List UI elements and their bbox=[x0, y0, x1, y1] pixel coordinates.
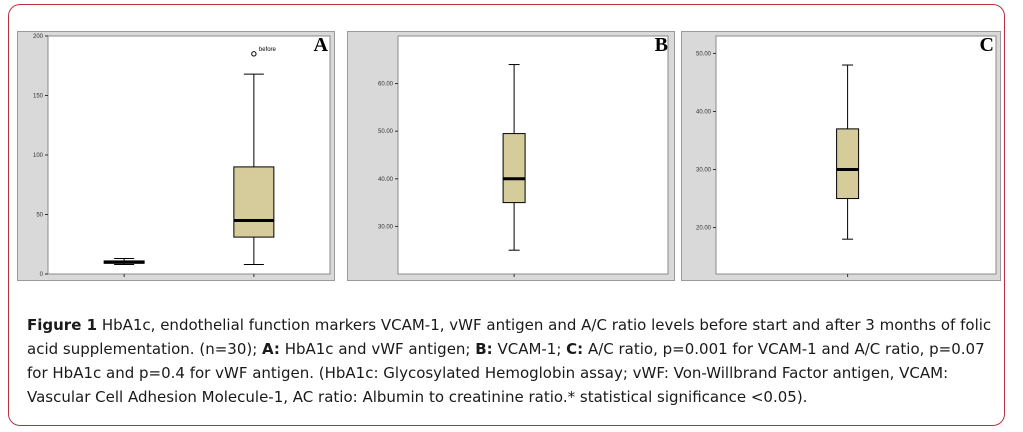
y-tick-label: 50.00 bbox=[696, 51, 712, 57]
panel-a-letter: A bbox=[313, 34, 328, 56]
caption-figure-label: Figure 1 bbox=[27, 316, 98, 334]
y-tick-label: 40.00 bbox=[378, 177, 394, 183]
plot-area bbox=[397, 35, 669, 275]
panel-c-letter: C bbox=[979, 34, 994, 56]
caption-a-label: A: bbox=[262, 340, 280, 358]
plot-area bbox=[47, 35, 331, 275]
outlier-label: before bbox=[259, 47, 277, 53]
outlier-point bbox=[251, 51, 257, 57]
caption-c-text: A/C ratio, p=0.001 for VCAM-1 and A/C ra… bbox=[27, 340, 985, 406]
y-tick-label: 60.00 bbox=[378, 82, 394, 88]
caption-b-label: B: bbox=[475, 340, 493, 358]
y-tick-label: 150 bbox=[33, 94, 44, 100]
box-iqr bbox=[233, 166, 275, 238]
y-tick-label: 0 bbox=[40, 272, 44, 278]
y-tick-label: 200 bbox=[33, 34, 44, 40]
box-iqr bbox=[836, 128, 860, 200]
y-tick-label: 30.00 bbox=[696, 168, 712, 174]
caption-c-label: C: bbox=[566, 340, 584, 358]
caption-b-text: VCAM-1; bbox=[492, 340, 567, 358]
figure-frame: 050100150200HbA1cvWFbefore A 30.0040.005… bbox=[8, 4, 1005, 426]
panel-a: 050100150200HbA1cvWFbefore A bbox=[17, 31, 335, 281]
caption-text-1: HbA1c, endothelial function markers VCAM… bbox=[27, 316, 992, 358]
chart-a: 050100150200HbA1cvWFbefore bbox=[33, 34, 331, 278]
y-tick-label: 50 bbox=[36, 213, 43, 219]
panel-b-letter: B bbox=[654, 34, 668, 56]
box-iqr bbox=[502, 133, 526, 204]
y-tick-label: 20.00 bbox=[696, 226, 712, 232]
figure-caption: Figure 1 HbA1c, endothelial function mar… bbox=[27, 313, 997, 409]
y-tick-label: 40.00 bbox=[696, 109, 712, 115]
y-tick-label: 100 bbox=[33, 153, 44, 159]
y-tick-label: 30.00 bbox=[378, 224, 394, 230]
caption-a-text: HbA1c and vWF antigen; bbox=[279, 340, 476, 358]
y-tick-label: 50.00 bbox=[378, 129, 394, 135]
